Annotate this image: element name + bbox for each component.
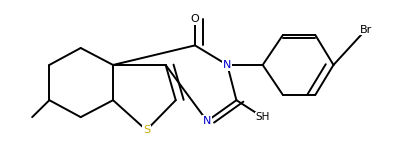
Text: N: N (203, 116, 211, 126)
Text: SH: SH (256, 112, 270, 122)
Text: O: O (191, 14, 199, 24)
Text: S: S (143, 125, 150, 135)
Text: Br: Br (360, 25, 372, 35)
Text: N: N (223, 60, 232, 70)
